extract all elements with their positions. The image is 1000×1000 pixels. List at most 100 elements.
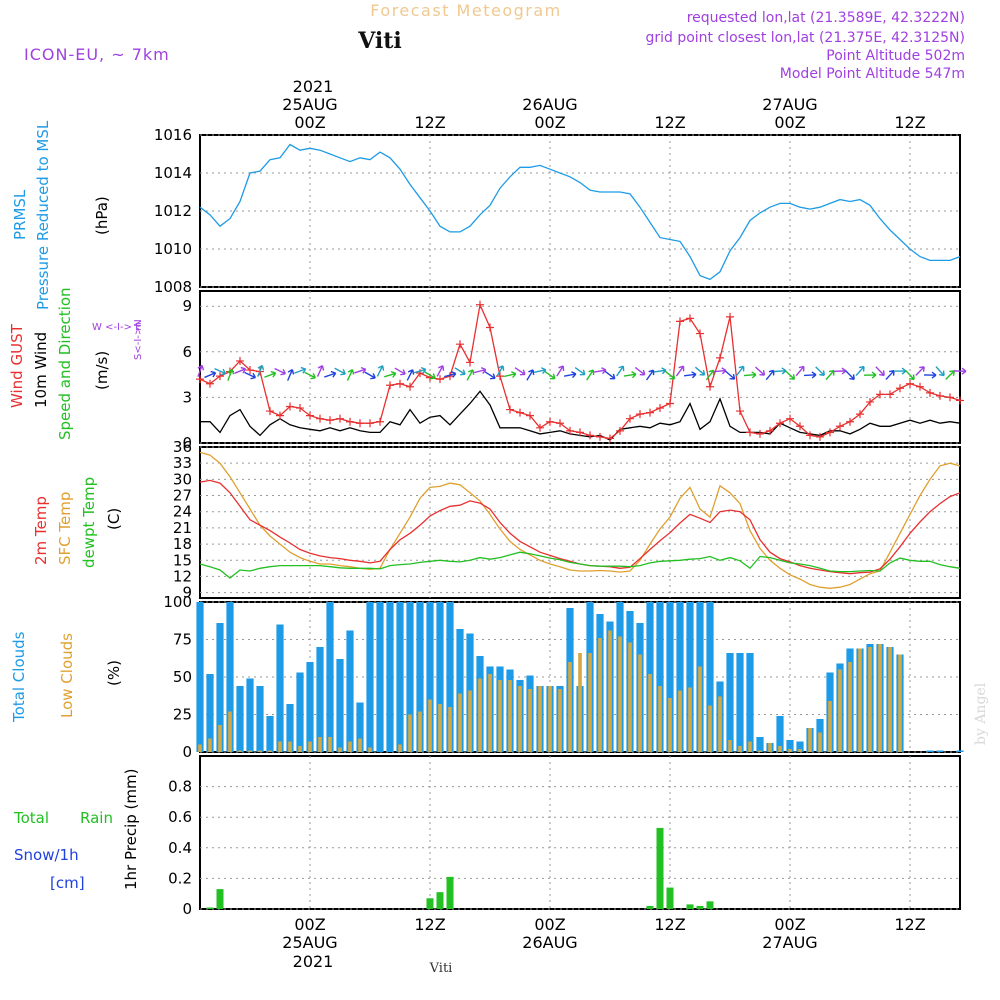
wind-arrow-shape [795, 365, 805, 377]
wind-direction-arrow [773, 367, 787, 375]
low-cloud-bar [468, 690, 472, 752]
wind-arrow-shape [593, 367, 607, 375]
panels: 1008101010121014101603699121518212427303… [154, 126, 967, 918]
wind-arrow-shape [743, 371, 757, 379]
wind-gust-point [216, 372, 224, 381]
rain-bar [216, 889, 224, 909]
low-cloud-bar [598, 638, 602, 752]
wind-direction-arrow [743, 371, 757, 379]
wind-arrow-shape [503, 371, 517, 379]
total-cloud-bar [736, 653, 744, 752]
wind-panel-labels: Wind GUST 10m Wind Speed and Direction (… [8, 287, 144, 440]
pressure-panel: 1008 1010 1012 1014 1016 [154, 126, 961, 296]
total-cloud-bar [956, 750, 964, 752]
clouds-ytick-label: 0 [182, 743, 192, 761]
pressure-panel-labels: PRMSL Pressure Reduced to MSL (hPa) [11, 120, 111, 310]
total-cloud-bar [206, 674, 214, 752]
wind-arrow-shape [563, 371, 577, 379]
wind-arrow-shape [623, 371, 637, 379]
total-cloud-bar [216, 623, 224, 752]
wind-arrow-shape [725, 370, 736, 380]
wind-gust-point [756, 429, 764, 438]
wind-arrow-shape [376, 365, 385, 377]
point-altitude: Point Altitude 502m [826, 48, 965, 64]
wind-gust-point [726, 312, 734, 321]
model-name: ICON-EU, ~ 7km [24, 45, 170, 64]
wind-direction-arrow [645, 369, 655, 381]
wind-gust-point [296, 404, 304, 413]
wind-panel: 0 3 6 9 [182, 290, 967, 452]
temperature-ytick-label: 15 [173, 551, 192, 569]
wind-gust-point [536, 423, 544, 432]
wind-arrow-shape [424, 371, 436, 380]
chart-title: Forecast Meteogram [370, 1, 561, 20]
low-cloud-bar [398, 744, 402, 752]
wind-direction-arrow [795, 365, 805, 377]
rain-bar [656, 827, 664, 909]
temp-unit-label: (C) [105, 508, 123, 530]
wind-gust-point [436, 375, 444, 384]
wind-gust-point [736, 407, 744, 416]
total-cloud-bar [286, 704, 294, 752]
total-clouds-label: Total Clouds [10, 631, 28, 723]
low-cloud-bar [738, 746, 742, 752]
wind-direction-arrow [735, 365, 745, 377]
low-cloud-bar [698, 666, 702, 752]
total-cloud-bar [926, 750, 934, 752]
clouds-ytick-label: 100 [163, 593, 192, 611]
wind-gust-point [356, 419, 364, 428]
wind-arrow-shape [533, 367, 547, 375]
wind-direction-arrow [364, 371, 376, 380]
low-cloud-bar [198, 744, 202, 752]
precipitation-frame [199, 755, 961, 910]
snow-label: Snow/1h [14, 846, 79, 864]
low-cloud-bar [728, 740, 732, 752]
total-cloud-bar [366, 602, 374, 752]
bottom-time-label: 12Z [414, 915, 445, 934]
wind-arrow-shape [855, 365, 865, 377]
total-cloud-bar [266, 716, 274, 752]
total-cloud-bar [656, 602, 664, 752]
rain-bar [446, 876, 454, 909]
low-cloud-bar [498, 680, 502, 752]
wind-ytick-label: 0 [182, 434, 192, 452]
credit-watermark: by Angel [973, 682, 989, 745]
wind-direction-arrow [905, 370, 915, 381]
wind-arrow-shape [346, 369, 355, 381]
wind-arrow-shape [713, 367, 727, 375]
temperature-ytick-label: 36 [173, 438, 192, 456]
wind-gust-point [896, 384, 904, 393]
low-cloud-bar [788, 749, 792, 752]
wind-arrow-shape [586, 369, 595, 381]
wind-direction-arrow [825, 369, 835, 381]
wind-arrow-shape [604, 370, 616, 380]
wind-gust-point [396, 379, 404, 388]
wind-direction-arrow [334, 367, 346, 376]
low-clouds-label: Low Clouds [58, 633, 76, 718]
rain-bar [706, 901, 714, 909]
wind-gust-point [486, 323, 494, 332]
wind-arrow-shape [653, 367, 667, 375]
low-cloud-bar [828, 701, 832, 752]
low-cloud-bar [878, 644, 882, 752]
rain-bar [206, 907, 214, 909]
top-date-label: 26AUG [522, 95, 577, 114]
wind-gust-point [196, 375, 204, 384]
clouds-ytick-label: 50 [173, 668, 192, 686]
wind-gust-point [276, 411, 284, 420]
total-cloud-bar [256, 686, 264, 752]
total-cloud-bar [196, 602, 204, 752]
wind-direction-arrow [765, 369, 775, 381]
temperature-ytick-label: 12 [173, 567, 192, 585]
wind-gust-point [816, 432, 824, 441]
temperature-ytick-label: 30 [173, 470, 192, 488]
total-cloud-bar [376, 602, 384, 752]
wind-gust-point [336, 414, 344, 423]
wind-arrow-shape [244, 371, 257, 380]
wind-direction-arrow [514, 367, 526, 376]
wind-arrow-shape [694, 366, 706, 376]
wind-arrow-shape [765, 369, 775, 381]
low-cloud-bar [648, 674, 652, 752]
low-cloud-bar [298, 746, 302, 752]
